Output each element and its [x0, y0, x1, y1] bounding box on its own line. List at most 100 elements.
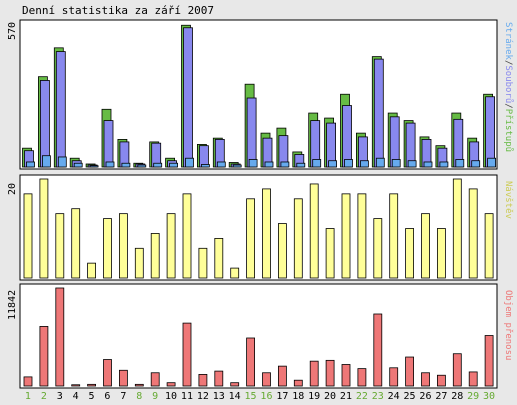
bar-visits [71, 208, 81, 279]
x-tick-label: 9 [152, 391, 158, 402]
bar-visits [23, 193, 33, 279]
bar-volume [87, 383, 96, 387]
bar-files [198, 145, 209, 168]
bar-visits [119, 213, 128, 279]
bar-visits [452, 178, 462, 279]
bar-pages [57, 156, 67, 168]
x-tick-label: 28 [451, 391, 463, 402]
bar-files [55, 51, 66, 168]
bar-volume [39, 326, 49, 387]
bar-visits [214, 237, 224, 279]
x-tick-label: 12 [197, 391, 209, 402]
bar-visits [150, 233, 160, 279]
x-tick-label: 3 [57, 391, 63, 402]
x-tick-label: 24 [388, 391, 400, 402]
bar-volume [325, 359, 335, 387]
x-tick-label: 14 [229, 391, 241, 402]
x-tick-label: 10 [165, 391, 177, 402]
bar-visits [103, 218, 112, 279]
x-tick-label: 11 [181, 391, 193, 402]
x-tick-label: 21 [340, 391, 352, 402]
bar-volume [293, 379, 303, 387]
bar-volume [405, 356, 415, 387]
bar-files [103, 120, 114, 168]
bar-visits [182, 193, 192, 279]
bar-pages [26, 161, 35, 168]
bar-visits [373, 218, 383, 279]
x-tick-label: 25 [404, 391, 416, 402]
bar-pages [487, 157, 497, 168]
page-title: Denní statistika za září 2007 [22, 4, 215, 17]
x-tick-label: 23 [372, 391, 384, 402]
bar-volume [373, 313, 383, 387]
bar-pages [232, 164, 242, 168]
x-tick-label: 7 [120, 391, 126, 402]
bar-visits [325, 228, 335, 279]
bar-pages [455, 159, 465, 168]
bar-visits [357, 193, 367, 279]
bar-files [246, 97, 257, 168]
bar-pages [391, 159, 401, 168]
bar-pages [153, 162, 163, 168]
bar-volume [452, 353, 462, 387]
bar-pages [73, 162, 83, 168]
x-tick-label: 13 [213, 391, 225, 402]
bar-pages [359, 160, 369, 168]
bar-pages [216, 161, 226, 168]
bar-visits [39, 178, 49, 279]
bar-volume [230, 382, 240, 387]
bar-pages [248, 159, 258, 168]
panel-volume [19, 283, 498, 389]
bar-pages [296, 162, 306, 168]
x-tick-label: 1 [25, 391, 31, 402]
x-tick-label: 27 [435, 391, 447, 402]
bar-pages [344, 159, 353, 168]
bar-volume [134, 383, 144, 387]
bar-visits [55, 213, 65, 279]
x-tick-label: 19 [308, 391, 320, 402]
bar-pages [169, 162, 179, 168]
bar-volume [150, 372, 160, 387]
bar-pages [328, 160, 338, 168]
bar-volume [262, 372, 271, 387]
bar-volume [421, 372, 430, 387]
x-tick-label: 2 [41, 391, 47, 402]
x-tick-label: 6 [104, 391, 110, 402]
bar-volume [341, 364, 351, 387]
bar-visits [484, 213, 494, 279]
bar-visits [468, 188, 478, 279]
bar-pages [185, 157, 194, 168]
bar-visits [230, 267, 240, 279]
bar-volume [214, 370, 224, 387]
bar-volume [246, 337, 256, 387]
bar-volume [484, 335, 494, 387]
bar-visits [87, 262, 96, 279]
bar-pages [407, 160, 417, 168]
x-tick-label: 18 [292, 391, 304, 402]
bar-pages [471, 160, 481, 168]
x-tick-label: 16 [260, 391, 272, 402]
bar-volume [55, 287, 65, 387]
bar-files [342, 105, 352, 168]
x-tick-label: 8 [136, 391, 142, 402]
bar-volume [166, 382, 176, 387]
bar-pages [312, 159, 322, 168]
bar-pages [264, 161, 274, 168]
x-tick-label: 22 [356, 391, 368, 402]
bar-visits [277, 223, 287, 279]
bar-visits [405, 228, 415, 279]
bar-files [183, 27, 193, 168]
bar-files [485, 96, 496, 168]
bar-volume [277, 365, 287, 387]
bar-volume [389, 367, 399, 387]
bar-visits [166, 213, 176, 279]
panel-visits [19, 174, 498, 281]
bar-visits [134, 247, 144, 279]
bar-volume [468, 371, 478, 387]
bar-pages [200, 164, 210, 168]
x-tick-label: 15 [245, 391, 257, 402]
x-tick-label: 26 [419, 391, 431, 402]
bar-visits [389, 193, 399, 279]
